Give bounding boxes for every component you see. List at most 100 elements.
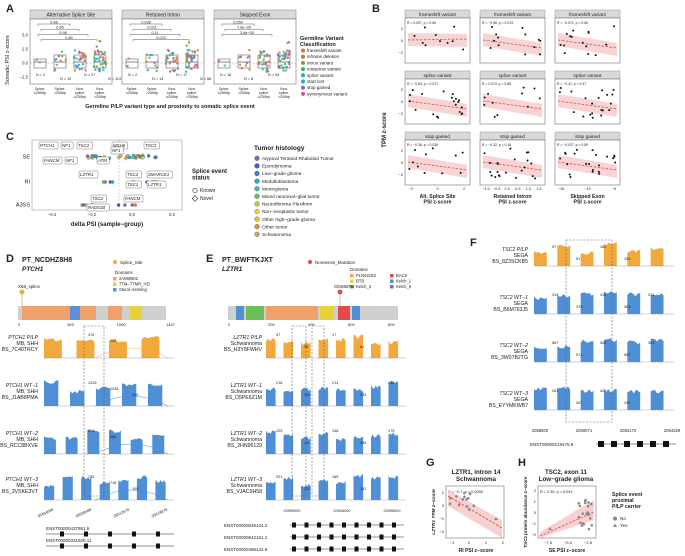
junction-count: 587 [624, 353, 630, 357]
data-point [424, 44, 427, 47]
pvalue-text: 0.038 [141, 20, 151, 24]
junction-count: 363 [648, 341, 654, 345]
data-point [497, 44, 500, 47]
xtick-label: −10 [584, 187, 590, 191]
data-point [411, 161, 414, 164]
data-point [276, 53, 280, 57]
domain-label: BTB [356, 279, 364, 284]
histology-swatch [254, 170, 260, 177]
protein-tick: 1447 [166, 322, 176, 327]
junction-count: 307 [576, 401, 582, 405]
data-point [526, 105, 529, 108]
data-point [223, 64, 226, 67]
data-point [461, 112, 464, 115]
data-point [81, 54, 85, 58]
data-point [57, 55, 61, 58]
data-point [597, 164, 600, 167]
histology-swatch [254, 193, 260, 199]
event-point-known [153, 155, 158, 159]
gene-label: NF1 [62, 143, 71, 148]
data-point [175, 56, 178, 59]
regression-line [557, 161, 618, 171]
data-point [490, 174, 493, 177]
event-point-known [141, 156, 145, 160]
track-sample: BS_RCC8BXVE [0, 443, 38, 449]
data-point [585, 162, 588, 165]
histology-swatch [254, 163, 260, 169]
data-point [246, 56, 249, 59]
exon-block [317, 534, 321, 540]
event-point-known [146, 154, 151, 158]
protein-domain [108, 306, 122, 320]
data-point [101, 62, 104, 66]
panel-b-scatter: splice variant R = −0.41, p = 0.37 [554, 70, 621, 125]
data-point [491, 25, 494, 28]
data-point [285, 65, 288, 69]
junction-arc [94, 489, 169, 501]
data-point [92, 65, 96, 68]
exon-block [304, 522, 309, 528]
track-sublabel: SEGA [514, 397, 529, 403]
data-point [463, 491, 466, 495]
xtick-label: −7.5 [544, 540, 553, 545]
data-point [240, 67, 243, 70]
exon-block [132, 543, 136, 549]
data-point [483, 103, 486, 106]
data-point [504, 171, 507, 174]
panel-g-ylabel: LZTR1 TPM z−score [431, 489, 437, 535]
data-point [586, 504, 590, 508]
coverage-area [44, 380, 174, 406]
data-point [284, 69, 288, 72]
data-point [414, 148, 417, 151]
data-point [465, 505, 469, 508]
data-point [526, 159, 529, 162]
data-point [195, 63, 198, 66]
xtick-label: −0.4 [48, 212, 57, 217]
exon-block [342, 546, 346, 552]
data-point [493, 115, 496, 118]
data-point [498, 175, 501, 178]
data-point-carrier [494, 517, 498, 520]
data-point [591, 149, 594, 152]
data-point [281, 66, 285, 70]
box [125, 58, 139, 69]
junction-count: 319 [552, 293, 558, 297]
data-point [78, 67, 81, 71]
category-label: Non-splice, ≤250bp [74, 87, 86, 99]
data-point [257, 62, 261, 66]
event-point-known [130, 203, 134, 207]
data-point [572, 111, 575, 114]
data-point [414, 108, 417, 111]
data-point [156, 66, 159, 69]
status-swatch [192, 188, 198, 194]
xtick-label: −2.5 [584, 540, 593, 545]
status-label: Known [200, 188, 216, 194]
data-point [531, 175, 534, 178]
junction-count: 260 [110, 435, 116, 439]
gene-label-box [123, 194, 144, 203]
data-point [454, 103, 457, 106]
legend-swatch [301, 79, 305, 84]
confidence-band [483, 94, 542, 117]
track-sample: BS_H3Y8FWHV [224, 347, 263, 353]
xtick-label: 2 [463, 187, 465, 191]
junction-count: 152 [360, 487, 366, 491]
n-label: N = 68 [200, 77, 211, 81]
ytick-label: 2 [401, 148, 404, 153]
histology-label: Atypical Teratoid Rhabdoid Tumor [262, 156, 334, 162]
histology-swatch [254, 216, 260, 222]
panel-b-xlabel: Retained Intron PSI z-score [493, 194, 531, 206]
histology-swatch [254, 155, 260, 161]
data-point [127, 57, 130, 60]
histology-swatch [254, 224, 260, 230]
xtick-label: 2 [502, 540, 505, 545]
legend-swatch [301, 60, 305, 65]
regression-line [407, 100, 468, 110]
data-point [452, 100, 455, 103]
confidence-band [408, 155, 467, 178]
data-point [82, 56, 85, 59]
data-point [189, 67, 192, 70]
panel-b-xlabel: Skipped Exon PSI z-score [570, 194, 604, 206]
